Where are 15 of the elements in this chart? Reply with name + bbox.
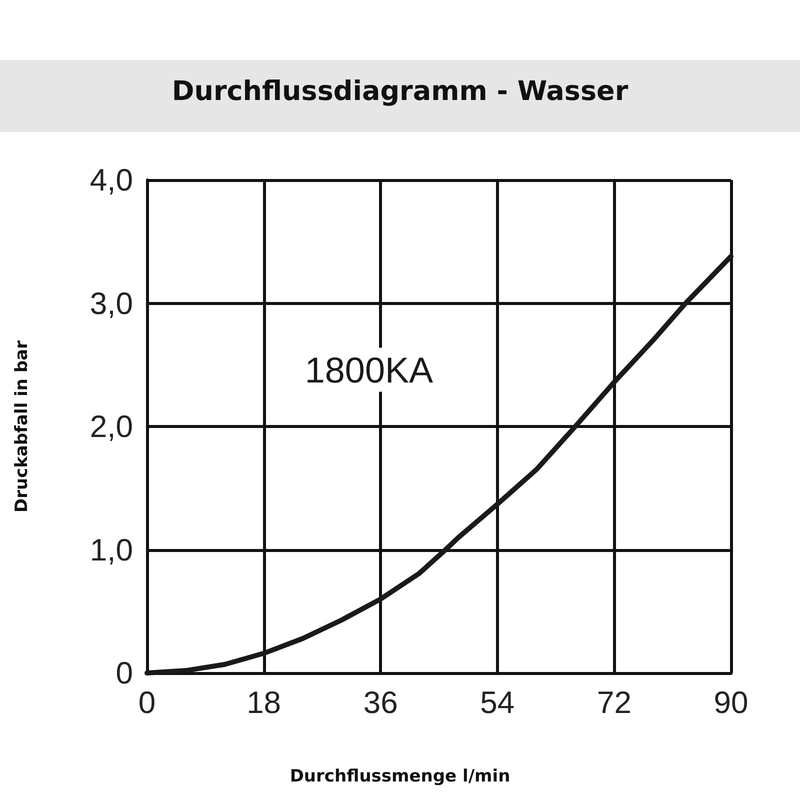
x-tick-label: 36 <box>363 685 398 720</box>
x-tick-label: 0 <box>138 685 156 720</box>
y-axis-title: Druckabfall in bar <box>12 340 32 512</box>
y-tick-label: 2,0 <box>90 409 133 444</box>
x-axis-title: Durchflussmenge l/min <box>290 766 510 786</box>
x-tick-label: 18 <box>246 685 282 720</box>
x-tick-label: 72 <box>596 685 632 720</box>
y-tick-label: 4,0 <box>90 162 133 198</box>
text: 1800KA <box>304 349 433 390</box>
y-tick-label: 0 <box>116 656 133 690</box>
chart-title: Durchflussdiagramm - Wasser <box>172 76 629 107</box>
y-tick-label: 1,0 <box>90 532 133 568</box>
x-tick-label: 90 <box>714 685 748 720</box>
y-tick-label: 3,0 <box>90 286 133 321</box>
x-tick-label: 54 <box>480 685 515 720</box>
